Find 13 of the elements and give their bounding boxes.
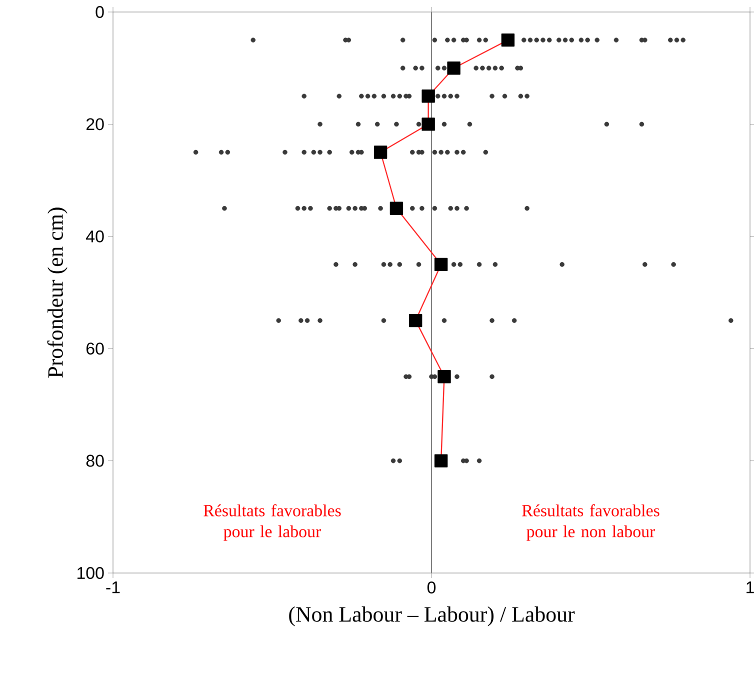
y-tick-label: 60 [86, 342, 104, 355]
x-tick-label: 1 [746, 582, 754, 594]
y-tick-label: 100 [78, 567, 104, 580]
annotation: Résultats favorables pour le non labour [522, 504, 660, 541]
x-tick-label: 0 [427, 582, 436, 594]
y-tick-label: 80 [86, 454, 104, 467]
annotation: Résultats favorables pour le labour [204, 504, 341, 541]
x-tick-label: -1 [106, 582, 120, 594]
y-tick-label: 0 [96, 6, 104, 18]
y-tick-label: 40 [86, 230, 104, 242]
y-axis-title: Profondeur (en cm) [47, 208, 68, 378]
y-tick-label: 20 [86, 118, 104, 130]
x-axis-title: (Non Labour – Labour) / Labour [289, 606, 575, 626]
